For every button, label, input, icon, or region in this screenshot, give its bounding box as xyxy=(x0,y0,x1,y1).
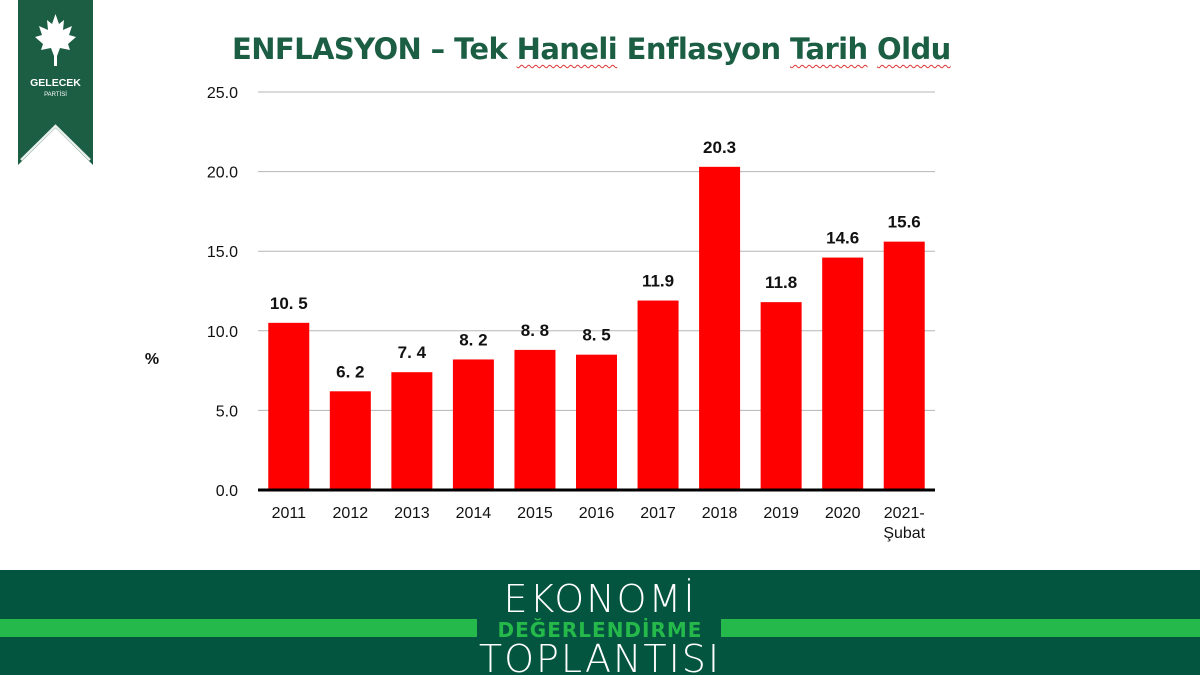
bar xyxy=(822,257,864,490)
x-tick-label: 2017 xyxy=(640,505,676,522)
bar-value-label: 8. 5 xyxy=(582,326,610,345)
bar-value-label: 8. 2 xyxy=(459,330,487,349)
bar-value-label: 11.8 xyxy=(765,273,797,292)
bar xyxy=(268,322,310,490)
bar-value-label: 10. 5 xyxy=(270,294,308,313)
y-tick-label: 10.0 xyxy=(207,324,238,341)
footer-title-3: TOPLANTISI xyxy=(478,637,722,681)
x-tick-label: 2012 xyxy=(333,505,369,522)
bar xyxy=(883,241,925,490)
logo-sub: PARTİSİ xyxy=(44,91,67,98)
x-tick-label: 2011 xyxy=(272,505,307,522)
y-tick-label: 20.0 xyxy=(207,165,238,182)
x-tick-label: 2020 xyxy=(825,505,861,522)
y-tick-label: 25.0 xyxy=(207,85,238,102)
footer-title-2: DEĞERLENDİRME xyxy=(497,618,703,642)
page-title: ENFLASYON – Tek Haneli Enflasyon Tarih O… xyxy=(232,32,951,66)
x-tick-sublabel: Şubat xyxy=(883,525,925,542)
x-tick-label: 2013 xyxy=(394,505,430,522)
bar-value-label: 6. 2 xyxy=(336,362,364,381)
footer-sub-box xyxy=(477,616,721,640)
bar xyxy=(514,349,556,490)
bar xyxy=(329,391,371,490)
bar-value-label: 7. 4 xyxy=(398,343,427,362)
bar xyxy=(576,354,617,490)
x-tick-label: 2019 xyxy=(763,505,799,522)
x-tick-label: 2016 xyxy=(579,505,615,522)
y-axis-label: % xyxy=(145,351,159,368)
x-tick-label: 2015 xyxy=(517,505,553,522)
maple-leaf-icon xyxy=(35,14,76,66)
y-tick-label: 5.0 xyxy=(216,403,238,420)
bar xyxy=(760,302,802,490)
y-tick-label: 0.0 xyxy=(216,483,238,500)
bar xyxy=(699,166,741,490)
party-logo: GELECEK PARTİSİ xyxy=(18,0,93,165)
x-tick-label: 2021- xyxy=(884,505,925,522)
bar xyxy=(637,300,679,490)
logo-name: GELECEK xyxy=(30,77,81,89)
bar-value-label: 11.9 xyxy=(642,272,674,291)
bar xyxy=(452,359,494,490)
bar-value-label: 14.6 xyxy=(826,229,859,248)
bar-value-label: 15.6 xyxy=(888,213,921,232)
footer-title-1: EKONOMİ xyxy=(503,577,697,621)
x-tick-label: 2014 xyxy=(456,505,492,522)
bar-value-label: 20.3 xyxy=(703,138,736,157)
inflation-bar-chart: 0.0 5.0 10.0 15.0 20.0 25.0% 10. 5 2011 6. 2 2012… xyxy=(145,85,935,542)
bar xyxy=(391,372,433,490)
y-tick-label: 15.0 xyxy=(207,244,238,261)
x-tick-label: 2018 xyxy=(702,505,738,522)
bar-value-label: 8. 8 xyxy=(521,321,549,340)
